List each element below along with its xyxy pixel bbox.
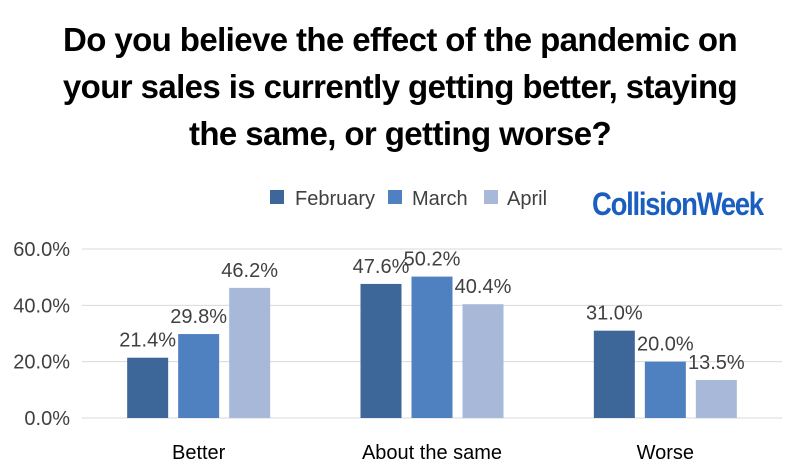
bar-march: [644, 361, 686, 418]
data-label: 13.5%: [688, 352, 745, 374]
data-label: 47.6%: [353, 256, 410, 278]
data-label: 21.4%: [119, 330, 176, 352]
bar-march: [178, 334, 220, 418]
legend-label: March: [412, 188, 468, 210]
data-label: 31.0%: [586, 303, 643, 325]
category-label: Better: [172, 442, 226, 464]
category-label: About the same: [362, 442, 502, 464]
y-tick-label: 40.0%: [13, 295, 70, 317]
chart-title-line-3: the same, or getting worse?: [188, 115, 612, 152]
y-tick-label: 0.0%: [24, 408, 70, 430]
bar-february: [360, 283, 402, 418]
legend-swatch-march: [388, 190, 402, 204]
bar-april: [462, 304, 504, 418]
chart-title-line-1: Do you believe the effect of the pandemi…: [62, 21, 738, 58]
data-label: 50.2%: [404, 249, 461, 271]
data-label: 40.4%: [455, 276, 512, 298]
category-label: Worse: [637, 442, 694, 464]
collisionweek-logo: CollisionWeek: [592, 186, 764, 222]
bar-march: [411, 276, 453, 418]
bar-february: [593, 330, 635, 418]
bar-april: [695, 379, 737, 418]
chart-title-line-2: your sales is currently getting better, …: [62, 68, 738, 105]
bar-april: [229, 287, 271, 418]
legend-swatch-april: [484, 190, 498, 204]
data-label: 20.0%: [637, 334, 694, 356]
data-label: 29.8%: [170, 306, 227, 328]
y-tick-label: 20.0%: [13, 352, 70, 374]
legend-label: April: [507, 188, 547, 210]
data-label: 46.2%: [221, 260, 278, 282]
legend-label: February: [295, 188, 375, 210]
y-tick-label: 60.0%: [13, 239, 70, 261]
bar-february: [127, 357, 169, 418]
chart-title: Do you believe the effect of the pandemi…: [40, 16, 760, 157]
legend-swatch-february: [270, 190, 284, 204]
